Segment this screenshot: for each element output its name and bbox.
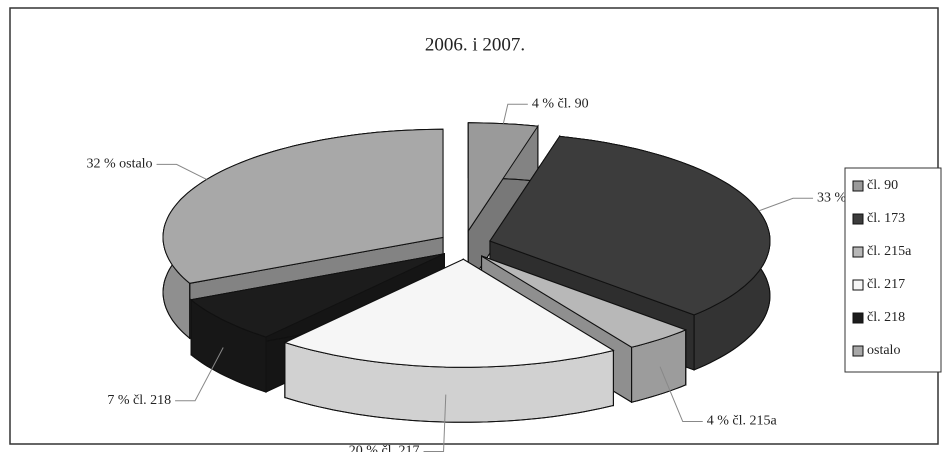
legend-box — [844, 167, 942, 373]
data-label: 7 % čl. 218 — [107, 393, 171, 408]
data-label: 4 % čl. 215a — [707, 414, 778, 429]
legend-label: čl. 215a — [867, 244, 912, 259]
data-label: 32 % ostalo — [86, 157, 152, 172]
legend-swatch — [852, 246, 864, 258]
slice-top — [481, 255, 688, 348]
legend-swatch — [852, 213, 864, 225]
legend-swatch — [852, 345, 864, 357]
slice — [489, 134, 771, 371]
legend-swatch — [852, 180, 864, 192]
leader-line — [502, 103, 528, 124]
slice-top — [283, 258, 615, 368]
legend-label: čl. 218 — [867, 310, 905, 325]
legend-label: ostalo — [867, 343, 900, 358]
legend-label: čl. 217 — [867, 277, 905, 292]
slice-top — [467, 122, 539, 233]
chart-title: 2006. i 2007. — [425, 34, 525, 55]
data-label: 20 % čl. 217 — [349, 444, 420, 452]
legend-label: čl. 90 — [867, 178, 898, 193]
leader-line — [175, 347, 224, 402]
leader-line — [659, 366, 703, 423]
legend-swatch — [852, 312, 864, 324]
slice — [283, 258, 615, 423]
data-label: 4 % čl. 90 — [532, 96, 589, 111]
leader-line — [758, 197, 814, 212]
slice-top — [189, 253, 445, 338]
slice-top — [489, 135, 771, 316]
legend-label: čl. 173 — [867, 211, 905, 226]
leader-line — [156, 163, 207, 180]
legend-swatch — [852, 279, 864, 291]
